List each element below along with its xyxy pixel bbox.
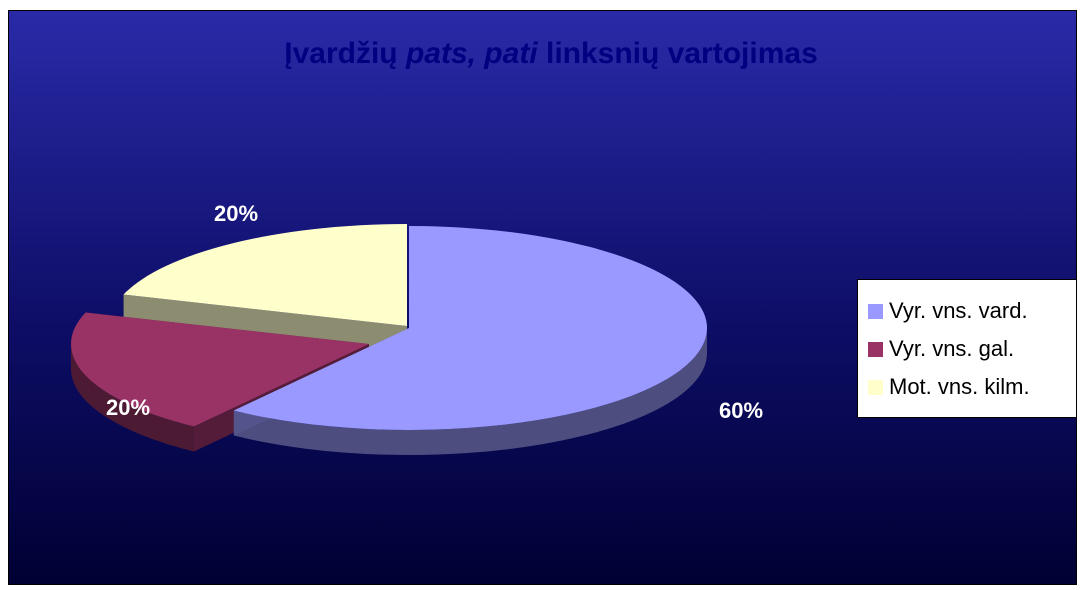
legend-item-mot-vns-kilm: Mot. vns. kilm.: [858, 368, 1076, 406]
pie-slice-top-2: [123, 224, 408, 326]
legend-item-vyr-vns-vard: Vyr. vns. vard.: [858, 292, 1076, 330]
pie-slice-wall: [233, 328, 707, 455]
legend-item-vyr-vns-gal: Vyr. vns. gal.: [858, 330, 1076, 368]
chart-title: Įvardžių pats, pati linksnių vartojimas: [284, 37, 818, 70]
data-label-2: 20%: [214, 201, 258, 226]
data-label-0: 60%: [719, 398, 763, 423]
legend: Vyr. vns. vard. Vyr. vns. gal. Mot. vns.…: [857, 279, 1076, 418]
legend-label: Vyr. vns. gal.: [889, 336, 1015, 361]
legend-label: Mot. vns. kilm.: [889, 374, 1030, 399]
chart-title-part: pats, pati: [405, 37, 538, 70]
legend-label: Vyr. vns. vard.: [889, 298, 1028, 323]
pie-slices: [70, 224, 707, 455]
chart-title-part: Įvardžių: [284, 37, 406, 70]
legend-swatch: [868, 303, 883, 319]
pie-slice-cut-face: [123, 294, 408, 351]
data-labels: 60% 20% 20%: [106, 201, 763, 423]
legend-swatch: [868, 379, 883, 395]
pie-slice-top-1: [70, 312, 370, 427]
chart-title-part: linksnių vartojimas: [538, 37, 818, 70]
pie-slice-2: [123, 294, 408, 351]
pie-slice-top-0: [233, 226, 707, 430]
data-label-1: 20%: [106, 395, 150, 420]
legend-swatch: [868, 341, 883, 357]
pie-slice-wall: [71, 344, 194, 452]
chart-area: Įvardžių pats, pati linksnių vartojimas …: [8, 10, 1077, 585]
